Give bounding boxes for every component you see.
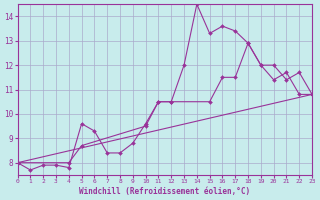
X-axis label: Windchill (Refroidissement éolien,°C): Windchill (Refroidissement éolien,°C)	[79, 187, 250, 196]
